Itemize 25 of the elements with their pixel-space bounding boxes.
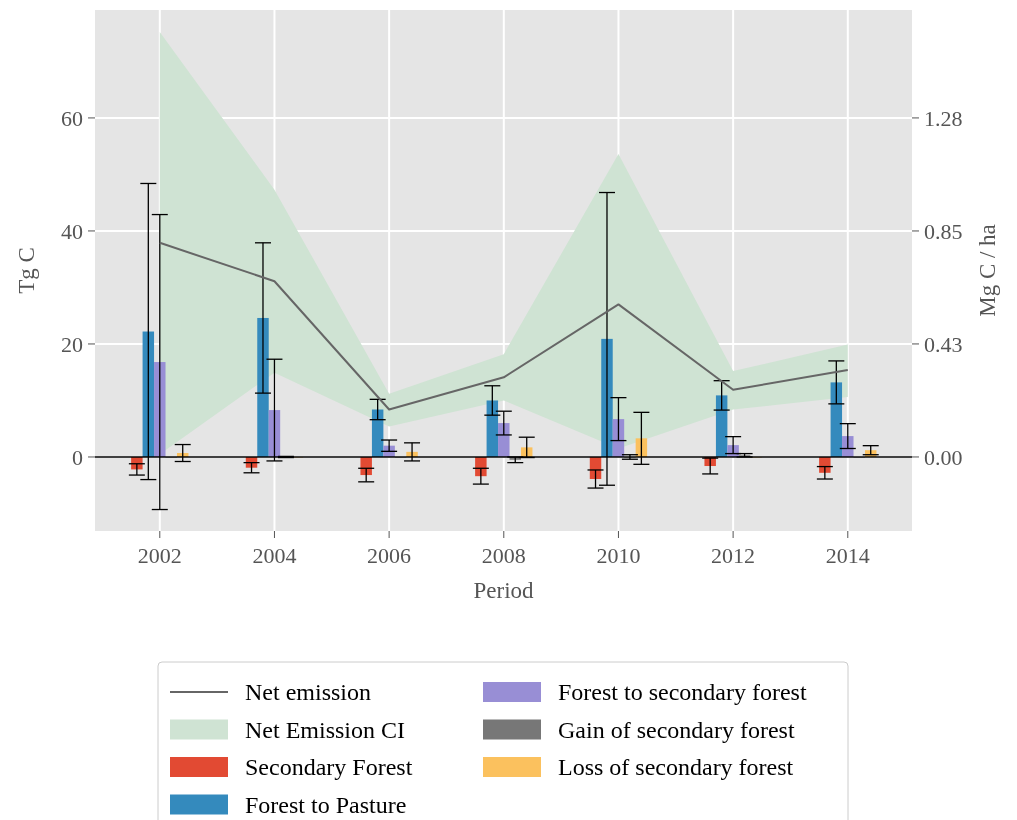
x-axis-title: Period	[473, 578, 535, 603]
legend-label: Forest to Pasture	[245, 791, 407, 818]
y-tick-label: 60	[61, 105, 83, 131]
x-tick-label: 2008	[481, 543, 526, 568]
x-tick-label: 2002	[137, 543, 182, 568]
y2-tick-label: 0.00	[924, 444, 963, 470]
y-tick-label: 0	[72, 444, 83, 470]
y-tick-label: 20	[61, 331, 83, 357]
legend-label: Gain of secondary forest	[558, 716, 795, 743]
y-tick-label: 40	[61, 218, 83, 244]
y-axis-title: Tg C	[14, 247, 39, 294]
x-tick-label: 2012	[711, 543, 756, 568]
legend-label: Loss of secondary forest	[558, 754, 794, 781]
y2-tick-label: 0.43	[924, 331, 963, 357]
legend-label: Forest to secondary forest	[558, 679, 807, 706]
x-tick-label: 2004	[252, 543, 297, 568]
y2-axis-title: Mg C / ha	[975, 224, 1000, 317]
x-tick-label: 2014	[825, 543, 870, 568]
x-tick-label: 2006	[367, 543, 412, 568]
y2-tick-label: 1.28	[924, 105, 963, 131]
y2-tick-label: 0.85	[924, 218, 963, 244]
legend-label: Net emission	[245, 679, 371, 706]
legend-label: Net Emission CI	[245, 716, 405, 743]
x-tick-label: 2010	[596, 543, 641, 568]
legend-label: Secondary Forest	[245, 754, 413, 781]
